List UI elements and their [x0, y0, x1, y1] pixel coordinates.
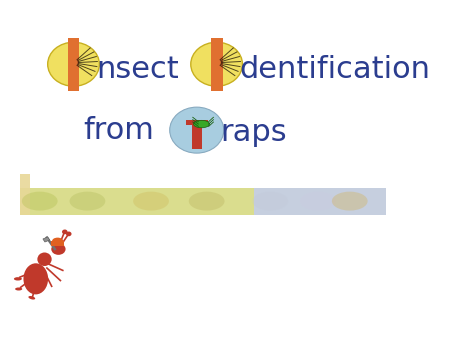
Ellipse shape — [300, 192, 336, 211]
Ellipse shape — [194, 120, 209, 128]
Bar — [20, 174, 30, 215]
Circle shape — [170, 107, 224, 153]
Ellipse shape — [15, 287, 22, 291]
Bar — [211, 38, 223, 91]
Ellipse shape — [332, 192, 368, 211]
Ellipse shape — [37, 252, 52, 266]
Ellipse shape — [14, 277, 22, 281]
Bar — [51, 241, 64, 246]
Text: raps: raps — [220, 118, 287, 147]
Ellipse shape — [28, 296, 35, 299]
Ellipse shape — [133, 192, 169, 211]
Circle shape — [66, 232, 72, 236]
Ellipse shape — [70, 192, 105, 211]
Bar — [20, 188, 254, 215]
Bar — [185, 120, 208, 125]
Polygon shape — [43, 237, 50, 242]
Ellipse shape — [52, 238, 63, 244]
Text: nsect: nsect — [97, 55, 180, 84]
Ellipse shape — [23, 263, 48, 294]
Ellipse shape — [22, 192, 58, 211]
Bar — [254, 188, 386, 215]
Circle shape — [48, 42, 99, 86]
Ellipse shape — [252, 192, 288, 211]
Bar — [192, 123, 202, 149]
Circle shape — [191, 42, 243, 86]
Text: dentification: dentification — [240, 55, 431, 84]
Bar — [68, 38, 80, 91]
Text: from: from — [83, 116, 154, 145]
Circle shape — [62, 230, 68, 234]
Ellipse shape — [51, 243, 66, 255]
Ellipse shape — [189, 192, 225, 211]
